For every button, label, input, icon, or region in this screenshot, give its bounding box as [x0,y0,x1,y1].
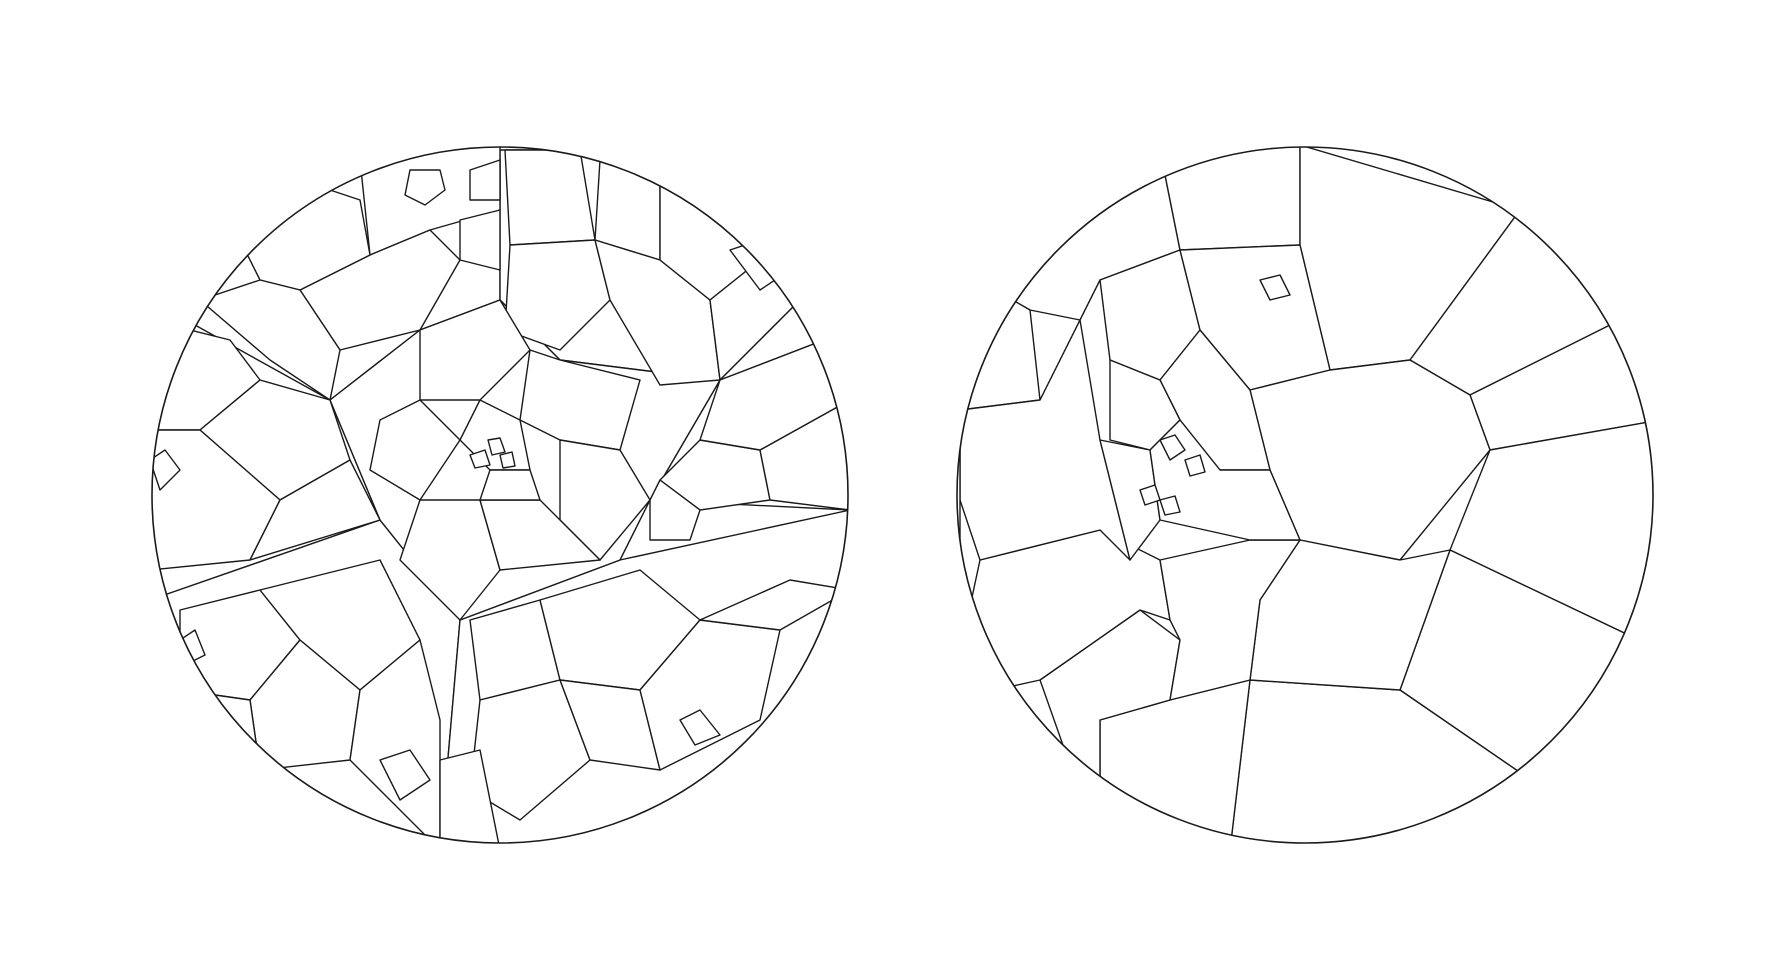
right-cell [940,270,960,600]
left-voronoi-treemap [150,145,850,850]
left-cell [460,210,500,270]
left-cell [505,150,595,245]
left-cell [180,690,260,800]
left-cell [500,452,515,468]
right-cell [1160,145,1300,250]
left-cell [480,470,540,500]
right-voronoi-treemap [940,145,1660,850]
